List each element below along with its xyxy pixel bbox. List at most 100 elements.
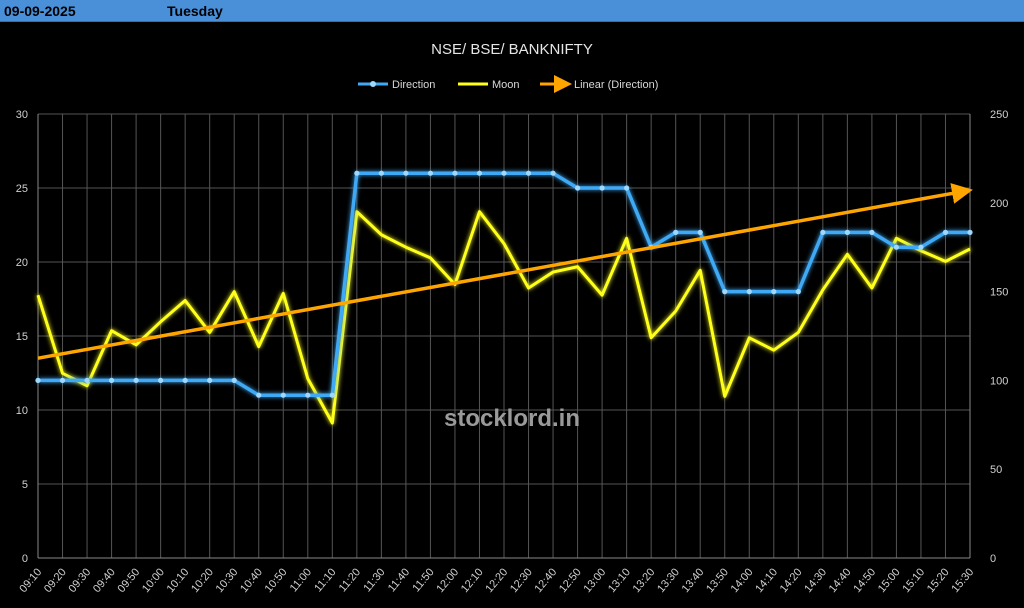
x-tick-label: 13:20 [631,566,658,595]
direction-point [967,229,973,235]
y-left-tick-label: 0 [22,553,28,565]
direction-point [256,392,262,398]
x-tick-label: 10:00 [140,566,167,595]
x-tick-label: 14:40 [827,566,854,595]
x-tick-label: 11:30 [361,566,387,594]
trend-line [37,183,973,360]
x-tick-label: 14:10 [753,566,780,595]
x-tick-label: 12:10 [459,566,486,595]
direction-point [746,289,752,295]
direction-point [476,170,483,176]
x-tick-label: 10:50 [263,566,290,595]
x-tick-label: 12:00 [434,566,461,595]
chart-title: NSE/ BSE/ BANKNIFTY [431,41,593,58]
direction-point [918,244,924,250]
x-tick-label: 14:20 [778,566,805,595]
direction-point [305,392,311,398]
y-left-tick-label: 5 [22,479,28,491]
legend-label: Linear (Direction) [574,79,658,91]
y-right-tick-label: 50 [990,464,1002,476]
x-tick-label: 13:30 [655,566,682,595]
direction-point [452,170,458,176]
y-left-tick-label: 15 [16,331,28,343]
direction-point [574,185,581,191]
x-tick-label: 09:50 [116,566,143,595]
x-tick-label: 13:10 [606,566,633,595]
x-tick-label: 15:10 [900,566,927,595]
direction-point [599,185,605,191]
x-tick-label: 12:50 [557,566,584,595]
x-tick-label: 12:20 [483,566,510,595]
x-tick-label: 12:40 [532,566,559,595]
direction-point [820,229,826,235]
direction-point [133,377,139,383]
chart-frame: 0 5 10 15 20 25 30 0 50 100 150 200 250 09:10 09:20 09:… [0,22,1024,608]
x-tick-label: 10:10 [165,566,192,595]
x-tick-label: 15:30 [949,566,976,595]
direction-point [231,377,237,383]
header-date: 09-09-2025 [4,3,76,19]
line-chart: 05101520253005010015020025009:1009:2009:… [16,41,1009,595]
x-tick-label: 11:40 [386,566,412,594]
direction-point [893,244,900,250]
direction-point [771,289,777,295]
x-tick-label: 12:30 [508,566,535,595]
direction-point [722,289,728,295]
y-left-tick-label: 10 [16,405,28,417]
legend: Direction Moon Linear (Direction) [358,75,658,93]
x-tick-label: 09:30 [66,566,93,595]
y-right-tick-label: 100 [990,375,1008,387]
legend-marker-direction [370,81,376,87]
x-tick-label: 09:20 [42,566,69,595]
x-tick-label: 11:00 [288,566,314,594]
x-tick-label: 15:20 [925,566,952,595]
x-tick-label: 13:40 [680,566,707,595]
direction-point [207,377,213,383]
direction-point [550,170,556,176]
direction-point [158,377,164,383]
header-day: Tuesday [167,3,223,19]
direction-point [795,289,801,295]
axis-layer: 05101520253005010015020025009:1009:2009:… [16,109,1009,595]
direction-point [59,377,66,383]
y-right-tick-label: 150 [990,287,1008,299]
direction-point [35,377,41,383]
x-tick-label: 10:40 [238,566,265,595]
x-tick-label: 11:50 [410,566,436,594]
y-left-tick-label: 20 [16,257,28,269]
direction-point [403,170,409,176]
direction-point [329,392,335,398]
header-bar: 09-09-2025 Tuesday [0,0,1024,22]
direction-point [673,229,679,235]
x-tick-label: 14:00 [729,566,756,595]
direction-point [108,377,115,383]
x-tick-label: 09:10 [17,566,44,595]
x-tick-label: 13:50 [704,566,731,595]
direction-point [280,392,286,398]
y-right-tick-label: 200 [990,198,1008,210]
watermark: stocklord.in [444,405,580,432]
x-tick-label: 09:40 [91,566,118,595]
direction-point [844,229,850,235]
direction-point [427,170,434,176]
x-tick-label: 10:30 [214,566,241,595]
x-tick-label: 15:00 [876,566,903,595]
x-tick-label: 13:00 [582,566,609,595]
direction-point [84,377,90,383]
direction-point [182,377,188,383]
y-left-tick-label: 25 [16,183,28,195]
series-layer [35,170,973,425]
legend-label: Direction [392,79,435,91]
x-tick-label: 11:20 [337,566,363,594]
x-tick-label: 11:10 [312,566,338,594]
direction-point [624,185,630,191]
direction-point [869,229,875,235]
direction-point [354,170,360,176]
direction-point [378,170,384,176]
y-left-tick-label: 30 [16,109,28,121]
grid-layer [37,113,971,559]
direction-point [525,170,532,176]
direction-point [942,229,949,235]
y-right-tick-label: 0 [990,553,996,565]
x-tick-label: 10:20 [189,566,216,595]
